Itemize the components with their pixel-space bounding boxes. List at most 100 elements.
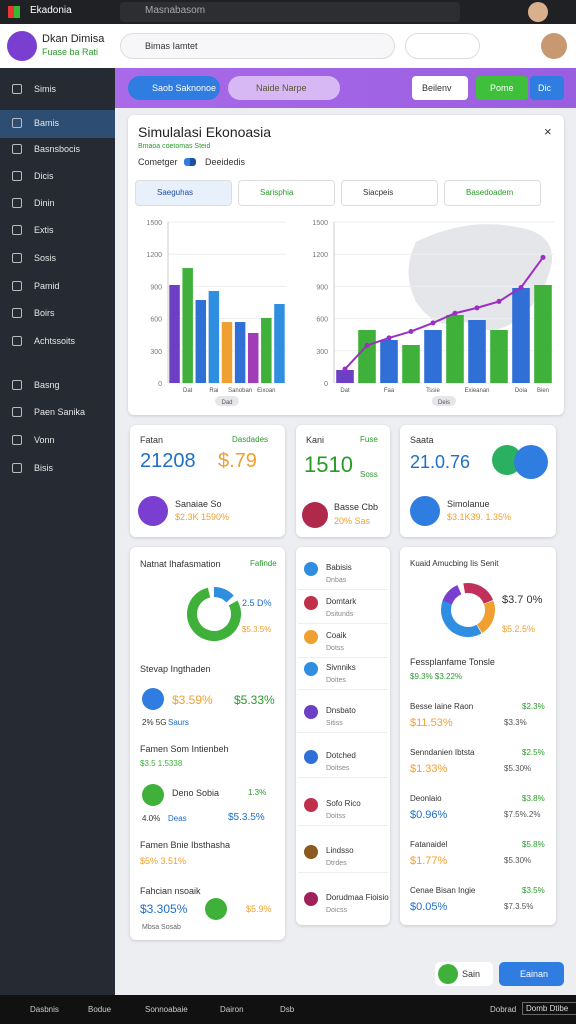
x-tick-label: Bien <box>537 388 549 394</box>
filter-label: Sarisphia <box>260 188 294 197</box>
bar <box>446 314 464 383</box>
close-icon[interactable]: × <box>544 124 552 139</box>
row-right: $3.8% <box>522 794 545 803</box>
donut-label: $5.2.5% <box>502 624 536 634</box>
bar <box>380 339 398 383</box>
sidebar-item[interactable]: Basnsbocis <box>34 144 81 154</box>
app-search[interactable] <box>120 33 395 59</box>
legend-item: Deeidedis <box>205 157 246 167</box>
user-avatar[interactable] <box>541 33 567 59</box>
bar <box>534 285 552 383</box>
bar <box>336 370 354 383</box>
stat-value: 21.0.76 <box>410 452 471 472</box>
sidebar-item[interactable]: Dicis <box>34 171 54 181</box>
sidebar-item[interactable]: Paen Sanika <box>34 407 86 417</box>
filter-label: Saeguhas <box>157 188 194 197</box>
donut-label: $3.7 0% <box>502 594 543 606</box>
button[interactable] <box>530 76 564 100</box>
sidebar-item[interactable]: Boirs <box>34 308 55 318</box>
row-right: $2.5% <box>522 748 545 757</box>
y-tick-label: 1200 <box>146 252 162 259</box>
row-value: $5.33% <box>234 693 275 707</box>
row-sub: 4.0% <box>142 814 161 823</box>
list-sub: Sitiss <box>326 720 343 727</box>
filter[interactable] <box>341 180 438 206</box>
list-icon <box>304 562 318 576</box>
sidebar-item[interactable]: Bamis <box>34 118 60 128</box>
button[interactable] <box>412 76 468 100</box>
row-value: $3.305% <box>140 902 188 916</box>
divider <box>298 657 388 658</box>
list-sub: Doites <box>326 677 346 684</box>
sidebar-item[interactable]: Basng <box>34 380 60 390</box>
list-name: Dotched <box>326 751 356 760</box>
sidebar-item[interactable]: Bisis <box>34 463 54 473</box>
y-tick-label: 600 <box>316 317 328 324</box>
row-right: $3.3% <box>504 718 527 727</box>
taskbar-item[interactable]: Dairon <box>220 1005 244 1014</box>
taskbar-item[interactable]: Bodue <box>88 1005 112 1014</box>
filter[interactable] <box>135 180 232 206</box>
taskbar-item[interactable]: Dasbnis <box>30 1005 59 1014</box>
divider <box>298 689 388 690</box>
row-label: Deonlaio <box>410 794 442 803</box>
browser-search-text: Masnabasom <box>145 5 206 16</box>
action-button[interactable] <box>499 962 564 986</box>
row-sub: Deas <box>168 814 187 823</box>
row-icon <box>142 688 164 710</box>
list-icon <box>304 630 318 644</box>
divider <box>298 589 388 590</box>
y-tick-label: 1500 <box>146 220 162 227</box>
row-value: $5.9% <box>246 904 272 914</box>
stat-title: Saata <box>410 435 434 445</box>
filter[interactable] <box>444 180 541 206</box>
legend-item: Cometger <box>138 157 178 167</box>
divider <box>298 623 388 624</box>
sidebar-item[interactable]: Pamid <box>34 281 60 291</box>
x-tick-label: Faa <box>384 388 395 394</box>
stat-icon <box>302 502 328 528</box>
donut <box>187 587 241 641</box>
line <box>344 256 544 370</box>
taskbar-item[interactable]: Dobrad <box>490 1005 517 1014</box>
row-sub: 2% 5G <box>142 718 167 727</box>
avatar[interactable] <box>528 2 548 22</box>
bar <box>261 317 272 383</box>
y-tick-label: 600 <box>150 317 162 324</box>
button-label: Pome <box>490 83 514 93</box>
line-point <box>386 335 392 341</box>
bar <box>195 300 207 383</box>
taskbar-item[interactable]: Dsb <box>280 1005 295 1014</box>
button-label: Beilenv <box>422 83 452 93</box>
sidebar-item[interactable]: Sosis <box>34 253 57 263</box>
header-buttons[interactable] <box>405 33 480 59</box>
stat-title: Fatan <box>140 435 164 445</box>
list-sub: Doitses <box>326 765 350 772</box>
donut-arc <box>187 587 241 641</box>
tab-title[interactable]: Ekadonia <box>30 5 72 16</box>
app-name: Dkan Dimisa <box>42 33 105 45</box>
line-point <box>540 254 546 260</box>
row-value: $0.96% <box>410 809 448 821</box>
sidebar-item[interactable]: Dinin <box>34 198 55 208</box>
browser-search[interactable] <box>120 2 460 22</box>
x-tick-label: Rai <box>209 388 218 394</box>
chip[interactable] <box>228 76 340 100</box>
donut <box>441 583 495 637</box>
sidebar-item[interactable]: Achtssoits <box>34 336 76 346</box>
stat-tag: Dasdades <box>232 435 269 444</box>
list-name: Domtark <box>326 597 357 606</box>
chip[interactable] <box>128 76 220 100</box>
line-point <box>518 284 524 290</box>
stat-icon <box>514 445 548 479</box>
sidebar-item[interactable]: Simis <box>34 84 56 94</box>
sidebar-item[interactable]: Vonn <box>34 435 55 445</box>
taskbar-item[interactable]: Sonnoabaie <box>145 1005 188 1014</box>
list-sub: Dsitunds <box>326 611 354 618</box>
row-right: $3.5% <box>522 886 545 895</box>
filter[interactable] <box>238 180 335 206</box>
button[interactable] <box>476 76 528 100</box>
section-title: Fessplanfame Tonsle <box>410 657 495 667</box>
stat-icon <box>410 496 440 526</box>
sidebar-item[interactable]: Extis <box>34 225 54 235</box>
